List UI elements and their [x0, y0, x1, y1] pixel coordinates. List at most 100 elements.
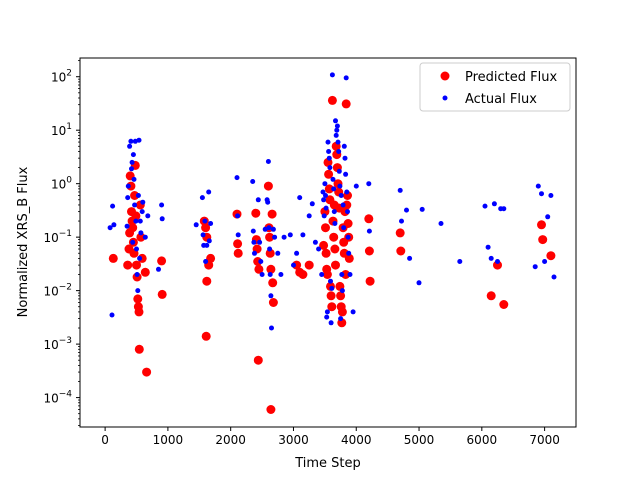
actual-flux-point	[109, 312, 115, 318]
actual-flux-point	[250, 179, 256, 184]
predicted-flux-point	[202, 276, 212, 286]
actual-flux-point	[137, 218, 143, 224]
x-tick-label: 0	[101, 433, 109, 447]
actual-flux-point	[329, 72, 335, 78]
actual-flux-point	[333, 118, 338, 124]
predicted-flux-point	[324, 184, 334, 194]
actual-flux-point	[272, 234, 278, 240]
actual-flux-point	[306, 213, 312, 219]
predicted-flux-point	[265, 248, 275, 258]
actual-flux-point	[199, 195, 205, 201]
actual-flux-point	[145, 213, 151, 219]
predicted-flux-point	[396, 246, 406, 256]
actual-flux-point	[339, 272, 345, 277]
actual-flux-point	[200, 232, 206, 238]
actual-flux-point	[345, 234, 351, 240]
actual-flux-point	[330, 176, 336, 182]
predicted-flux-point	[157, 256, 167, 266]
actual-flux-point	[270, 226, 276, 232]
predicted-flux-point	[130, 191, 140, 200]
predicted-flux-point	[329, 232, 339, 242]
actual-flux-point	[159, 202, 165, 208]
y-axis-label: Normalized XRS_B Flux	[16, 166, 31, 317]
predicted-flux-point	[342, 200, 352, 210]
predicted-flux-point	[136, 232, 146, 242]
predicted-flux-point	[326, 291, 336, 301]
predicted-flux-point	[268, 278, 278, 288]
actual-flux-point	[266, 225, 272, 231]
actual-flux-point	[331, 209, 337, 215]
actual-flux-point	[262, 226, 268, 232]
actual-flux-point	[416, 280, 422, 286]
predicted-flux-point	[322, 270, 332, 279]
predicted-flux-point	[108, 253, 118, 263]
actual-flux-point	[252, 250, 257, 256]
actual-flux-point	[404, 207, 409, 213]
actual-flux-point	[135, 193, 141, 198]
actual-flux-point	[258, 259, 264, 264]
actual-flux-point	[340, 202, 346, 208]
actual-flux-point	[328, 320, 334, 326]
actual-flux-point	[542, 259, 548, 264]
x-axis-ticks: 0 1000 2000 3000 4000 5000 6000 7000	[101, 427, 560, 447]
actual-flux-point	[206, 189, 212, 195]
actual-flux-point	[337, 183, 343, 189]
actual-flux-point	[335, 139, 341, 145]
y-tick-label: 102	[51, 69, 72, 85]
actual-flux-point	[457, 259, 463, 264]
actual-flux-point	[345, 209, 350, 215]
actual-flux-point	[407, 255, 413, 261]
predicted-flux-point	[201, 223, 211, 233]
actual-flux-point	[136, 137, 142, 143]
x-tick-label: 5000	[404, 433, 435, 447]
actual-flux-point	[326, 155, 332, 161]
predicted-flux-point	[538, 235, 548, 245]
actual-flux-point	[297, 195, 303, 201]
actual-flux-point	[132, 202, 138, 208]
actual-flux-point	[129, 166, 134, 172]
actual-flux-point	[111, 222, 117, 228]
actual-flux-point	[312, 239, 318, 245]
y-axis-ticks: 10−4 10−3 10−2 10−1 100 101 102	[43, 60, 80, 426]
predicted-flux-point	[327, 95, 337, 105]
actual-flux-point	[323, 205, 329, 211]
actual-flux-point	[265, 159, 271, 164]
actual-flux-point	[128, 138, 134, 144]
actual-flux-point	[545, 214, 551, 220]
actual-flux-point	[127, 143, 133, 149]
actual-flux-point	[339, 288, 345, 294]
actual-flux-point	[250, 228, 256, 234]
actual-flux-point	[133, 218, 139, 224]
actual-flux-point	[287, 232, 293, 238]
actual-flux-point	[495, 259, 500, 264]
actual-flux-point	[235, 232, 241, 238]
predicted-flux-point	[364, 246, 374, 256]
actual-flux-point	[142, 234, 148, 240]
actual-flux-point	[309, 201, 315, 207]
actual-flux-point	[265, 199, 271, 205]
x-tick-label: 2000	[215, 433, 246, 447]
predicted-flux-point	[134, 307, 144, 317]
predicted-flux-point	[395, 228, 405, 238]
predicted-flux-point	[267, 209, 277, 219]
actual-flux-point	[397, 187, 403, 193]
actual-flux-point	[257, 239, 263, 245]
predicted-flux-point	[499, 300, 509, 309]
actual-flux-point	[135, 288, 141, 294]
predicted-flux-point	[365, 276, 375, 286]
predicted-flux-point	[546, 251, 556, 261]
predicted-flux-point	[344, 253, 354, 263]
predicted-flux-point	[304, 260, 314, 270]
actual-flux-point	[341, 143, 347, 149]
predicted-flux-point	[201, 331, 211, 341]
actual-flux-point	[234, 175, 240, 181]
actual-flux-point	[336, 149, 342, 154]
actual-flux-point	[300, 232, 306, 238]
predicted-flux-point	[133, 294, 143, 304]
y-tick-label: 10−2	[43, 283, 72, 299]
actual-flux-point	[294, 250, 300, 256]
actual-flux-point	[291, 262, 296, 268]
predicted-flux-point	[123, 260, 133, 270]
actual-flux-point	[110, 203, 116, 209]
actual-flux-point	[267, 246, 273, 252]
